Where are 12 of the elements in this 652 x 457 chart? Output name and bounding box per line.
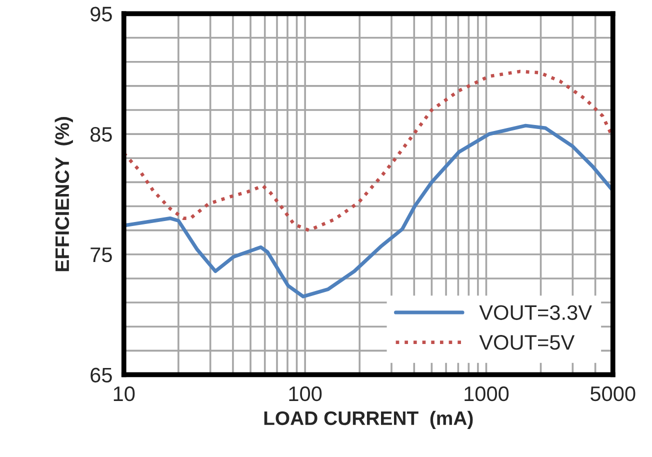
y-tick-label: 75 [90,248,112,262]
legend-label: VOUT=5V [479,335,575,350]
y-tick-label: 95 [90,6,112,22]
x-axis-title: LOAD CURRENT (mA) [264,410,473,429]
y-tick-label: 85 [90,127,112,142]
legend-label: VOUT=3.3V [479,305,592,320]
x-tick-label: 1000 [464,386,509,402]
x-tick-label: 10 [114,386,135,402]
x-tick-label: 5000 [590,386,636,402]
x-tick-label: 100 [289,386,322,402]
y-tick-label: 65 [90,368,112,382]
y-axis-title: EFFICIENCY (%) [54,117,73,272]
